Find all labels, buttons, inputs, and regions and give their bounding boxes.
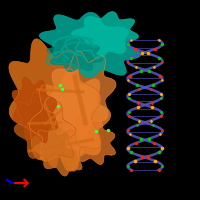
Point: [159, 133, 162, 136]
Point: [134, 142, 137, 145]
Point: [138, 119, 141, 122]
Point: [135, 83, 139, 86]
Point: [151, 83, 155, 86]
Point: [140, 52, 144, 55]
Point: [128, 92, 131, 95]
Point: [134, 65, 137, 68]
Point: [137, 101, 140, 104]
Point: [146, 155, 150, 158]
Point: [148, 137, 151, 140]
Point: [126, 61, 129, 64]
Point: [150, 106, 153, 109]
Point: [160, 110, 163, 113]
Point: [129, 56, 132, 60]
Point: [135, 124, 139, 127]
Point: [140, 155, 144, 158]
Point: [154, 159, 157, 163]
Polygon shape: [39, 12, 141, 78]
Polygon shape: [14, 92, 76, 168]
Point: [130, 38, 133, 42]
Point: [161, 43, 164, 46]
Point: [160, 128, 163, 131]
Point: [159, 74, 162, 77]
Point: [149, 88, 152, 91]
Point: [139, 137, 142, 140]
Point: [159, 115, 162, 118]
Point: [149, 119, 152, 122]
Point: [56, 104, 60, 108]
Point: [158, 150, 161, 154]
Point: [127, 97, 130, 100]
Point: [161, 164, 164, 167]
Point: [130, 168, 133, 172]
Point: [161, 146, 164, 149]
Point: [133, 159, 136, 163]
Point: [161, 61, 164, 64]
Point: [58, 83, 61, 87]
Point: [160, 97, 163, 100]
Point: [148, 70, 151, 73]
Point: [106, 128, 109, 131]
Point: [128, 115, 131, 118]
Point: [126, 43, 129, 46]
Point: [128, 133, 131, 136]
Polygon shape: [12, 77, 58, 143]
Polygon shape: [44, 51, 116, 139]
Point: [158, 56, 161, 60]
Point: [127, 110, 130, 113]
Point: [137, 106, 140, 109]
Point: [160, 79, 163, 82]
Point: [126, 146, 129, 149]
Point: [128, 74, 131, 77]
Point: [159, 92, 162, 95]
Point: [139, 70, 142, 73]
Point: [151, 124, 155, 127]
Point: [126, 164, 129, 167]
Point: [94, 129, 97, 133]
Point: [153, 65, 156, 68]
Point: [150, 101, 153, 104]
Polygon shape: [34, 124, 86, 176]
Point: [153, 142, 156, 145]
Point: [129, 150, 132, 154]
Point: [138, 88, 141, 91]
Point: [157, 168, 160, 172]
Polygon shape: [29, 69, 111, 171]
Point: [154, 47, 157, 51]
Polygon shape: [72, 12, 138, 58]
Point: [127, 128, 130, 131]
Point: [127, 79, 130, 82]
Polygon shape: [9, 39, 101, 171]
Polygon shape: [47, 38, 103, 72]
Polygon shape: [65, 115, 115, 165]
Point: [61, 88, 64, 91]
Point: [133, 47, 136, 51]
Point: [146, 52, 150, 55]
Point: [157, 38, 160, 42]
